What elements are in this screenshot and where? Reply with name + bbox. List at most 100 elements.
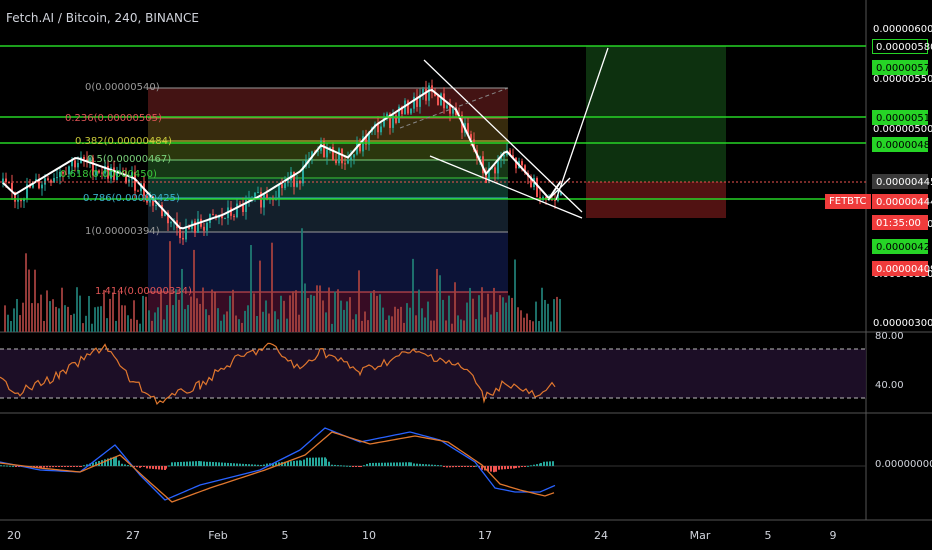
macd-histogram-bar <box>552 461 554 466</box>
volume-bar <box>28 269 30 332</box>
macd-histogram-bar <box>309 457 311 466</box>
macd-histogram-bar <box>461 466 463 467</box>
macd-histogram-bar <box>43 466 45 468</box>
macd-histogram-bar <box>358 466 360 467</box>
time-tick-label: Mar <box>689 529 711 542</box>
macd-histogram-bar <box>366 463 368 466</box>
macd-histogram-bar <box>437 465 439 467</box>
macd-histogram-bar <box>212 461 214 466</box>
volume-bar <box>166 305 168 332</box>
candle-body <box>110 167 112 179</box>
macd-histogram-bar <box>521 466 523 468</box>
candle-body <box>452 107 454 114</box>
volume-bar <box>478 295 480 332</box>
macd-histogram-bar <box>290 461 292 466</box>
macd-histogram-bar <box>118 460 120 466</box>
macd-histogram-bar <box>263 464 265 466</box>
candle-body <box>74 160 76 168</box>
volume-bar <box>460 319 462 332</box>
volume-bar <box>487 293 489 332</box>
candle-body <box>92 157 94 176</box>
volume-bar <box>70 315 72 332</box>
volume-bar <box>520 310 522 332</box>
macd-histogram-bar <box>275 462 277 466</box>
price-badge: 01:35:00 <box>872 215 928 230</box>
time-tick-label: 17 <box>478 529 492 542</box>
macd-histogram-bar <box>306 457 308 466</box>
macd-histogram-bar <box>33 466 35 468</box>
volume-bar <box>175 289 177 332</box>
candle-body <box>122 170 124 172</box>
macd-histogram-bar <box>443 466 445 467</box>
volume-bar <box>241 322 243 332</box>
candle-body <box>182 237 184 240</box>
candle-body <box>23 198 25 202</box>
macd-histogram-bar <box>183 461 185 466</box>
candle-body <box>170 222 172 224</box>
volume-bar <box>94 307 96 332</box>
candle-body <box>14 192 16 202</box>
rsi-band <box>0 349 866 398</box>
volume-bar <box>550 321 552 332</box>
candle-body <box>71 160 73 167</box>
macd-histogram-bar <box>227 462 229 466</box>
volume-bar <box>415 315 417 332</box>
candle-body <box>551 199 553 201</box>
volume-bar <box>142 295 144 332</box>
candle-body <box>164 212 166 217</box>
candle-body <box>68 166 70 175</box>
volume-bar <box>127 315 129 332</box>
macd-histogram-bar <box>543 461 545 466</box>
candle-body <box>347 159 349 164</box>
candle-body <box>383 116 385 127</box>
candle-body <box>32 182 34 188</box>
candle-body <box>50 180 52 183</box>
candle-body <box>350 157 352 160</box>
volume-bar <box>247 305 249 332</box>
macd-histogram-bar <box>158 466 160 470</box>
macd-histogram-bar <box>0 465 2 467</box>
candle-body <box>479 156 481 159</box>
macd-histogram-bar <box>431 464 433 466</box>
volume-bar <box>10 321 12 332</box>
macd-histogram-bar <box>287 461 289 466</box>
candle-body <box>107 165 109 179</box>
candle-body <box>212 214 214 216</box>
macd-histogram-bar <box>470 466 472 467</box>
macd-histogram-bar <box>425 464 427 466</box>
volume-bar <box>130 318 132 332</box>
volume-bar <box>457 315 459 332</box>
volume-bar <box>430 320 432 332</box>
macd-histogram-bar <box>315 457 317 466</box>
fib-band-3 <box>148 160 508 178</box>
volume-bar <box>145 296 147 332</box>
macd-histogram-bar <box>168 465 170 467</box>
candle-body <box>521 161 523 166</box>
macd-histogram-bar <box>209 461 211 466</box>
volume-bar <box>181 268 183 332</box>
candle-body <box>224 218 226 220</box>
candle-body <box>302 166 304 184</box>
macd-histogram-bar <box>70 466 72 467</box>
candle-body <box>167 212 169 224</box>
candle-body <box>134 172 136 191</box>
volume-bar <box>124 305 126 332</box>
volume-bar <box>352 319 354 332</box>
candle-body <box>548 199 550 201</box>
time-tick-label: 10 <box>362 529 376 542</box>
macd-histogram-bar <box>6 465 8 467</box>
macd-histogram-bar <box>493 466 495 473</box>
macd-histogram-bar <box>143 466 145 467</box>
volume-bar <box>400 306 402 332</box>
price-badge: 0.00000409 <box>872 261 932 276</box>
candle-body <box>38 178 40 189</box>
candle-body <box>365 136 367 145</box>
volume-bar <box>433 320 435 332</box>
macd-histogram-bar <box>375 462 377 466</box>
candle-body <box>473 139 475 151</box>
volume-bar <box>283 300 285 332</box>
macd-histogram-bar <box>340 465 342 467</box>
candle-body <box>413 96 415 109</box>
volume-bar <box>190 296 192 332</box>
